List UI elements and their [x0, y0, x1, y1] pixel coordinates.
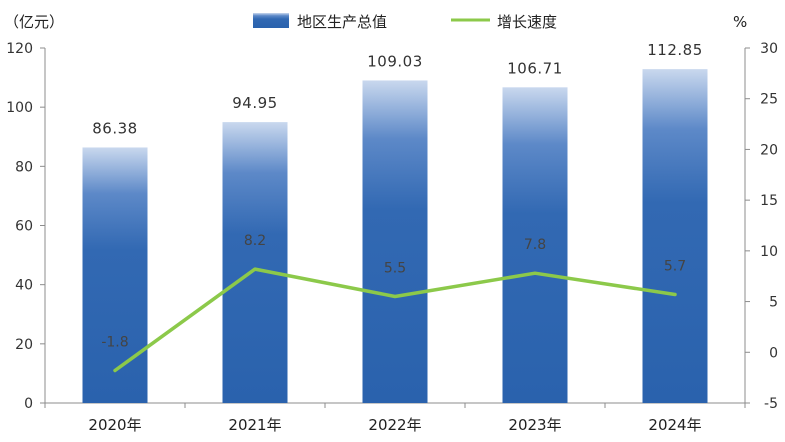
- growth-point: [393, 295, 397, 298]
- right-tick-label: 10: [760, 244, 778, 260]
- left-tick-label: 40: [15, 278, 33, 294]
- right-tick-label: 30: [760, 41, 778, 57]
- bar-data-label: 94.95: [232, 94, 277, 112]
- bar: [222, 122, 288, 403]
- left-tick-label: 100: [6, 100, 33, 116]
- growth-data-label: 7.8: [524, 237, 546, 253]
- left-tick-label: 120: [6, 41, 33, 57]
- legend-swatch-gdp: [253, 13, 289, 28]
- bar: [502, 87, 568, 403]
- x-tick-label: 2024年: [648, 416, 701, 434]
- growth-data-label: 5.5: [384, 261, 406, 277]
- data-labels: 86.38 94.95 109.03 106.71 112.85 -1.8 8.2 5.5 7.…: [92, 41, 702, 350]
- growth-point: [533, 271, 537, 275]
- x-tick-label: 2020年: [88, 416, 141, 434]
- line-series: [113, 267, 677, 373]
- bar-series: [82, 69, 708, 404]
- bar: [642, 69, 708, 403]
- growth-data-label: -1.8: [101, 335, 128, 351]
- right-tick-label: 5: [769, 295, 778, 311]
- right-tick-label: -5: [764, 396, 778, 412]
- right-tick-label: 25: [760, 92, 778, 108]
- growth-data-label: 5.7: [664, 258, 686, 274]
- x-tick-label: 2021年: [228, 416, 281, 434]
- bar: [82, 147, 148, 403]
- left-tick-label: 80: [15, 159, 33, 175]
- growth-point: [673, 292, 677, 296]
- right-tick-label: 15: [760, 193, 778, 209]
- left-axis-unit: （亿元）: [4, 13, 64, 31]
- left-tick-label: 0: [24, 396, 33, 412]
- left-tick-label: 60: [15, 219, 33, 235]
- legend-label-growth: 增长速度: [497, 13, 557, 31]
- growth-point: [253, 267, 257, 271]
- growth-data-label: 8.2: [244, 233, 266, 249]
- bar-data-label: 112.85: [647, 41, 703, 59]
- x-tick-label: 2023年: [508, 416, 561, 434]
- legend: 地区生产总值 增长速度: [253, 13, 557, 31]
- bar-data-label: 106.71: [507, 59, 563, 77]
- right-tick-label: 20: [760, 142, 778, 158]
- growth-point: [113, 369, 117, 373]
- bar-data-label: 86.38: [92, 119, 137, 137]
- legend-label-gdp: 地区生产总值: [297, 13, 387, 31]
- x-tick-label: 2022年: [368, 416, 421, 434]
- right-tick-label: 0: [769, 345, 778, 361]
- axes: 0 20 40 60 80 100 120 -5 0 5 10 15 20 25 30 2020年 2021年 2…: [6, 41, 778, 434]
- right-axis-unit: %: [733, 13, 747, 31]
- bar-data-label: 109.03: [367, 52, 423, 70]
- bar: [362, 80, 428, 404]
- left-tick-label: 20: [15, 337, 33, 353]
